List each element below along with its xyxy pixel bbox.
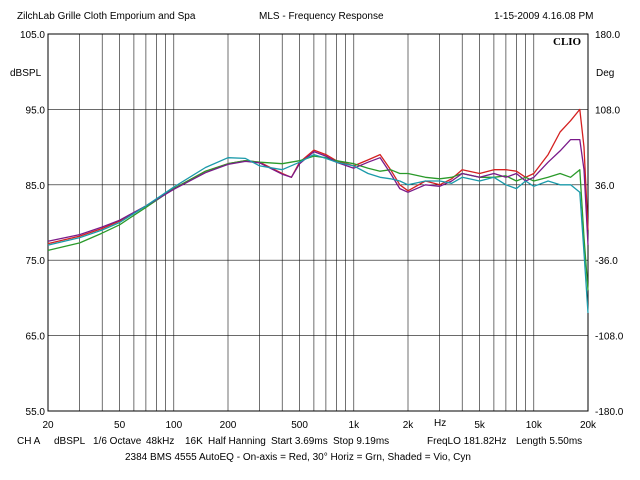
y2-tick-label: 36.0	[595, 181, 615, 192]
tick-labels: 20 50 100 200 500 1k 2k 5k 10k 20k 105.0 95.0 85.0 75…	[20, 30, 624, 431]
series-line-2	[47, 155, 589, 291]
footer-smoothing: 1/6 Octave	[93, 436, 142, 447]
footer-fft-size: 16K	[185, 436, 203, 447]
footer-channel: CH A	[17, 436, 41, 447]
series-line-4	[47, 153, 589, 314]
footer-stop: Stop 9.19ms	[333, 436, 390, 447]
x-tick-label: 500	[291, 420, 308, 431]
x-tick-label: 50	[114, 420, 126, 431]
y-axis-label-right: Deg	[596, 68, 615, 79]
x-tick-label: 20	[42, 420, 54, 431]
y2-tick-label: 180.0	[595, 30, 620, 41]
footer-length: Length 5.50ms	[516, 436, 583, 447]
x-tick-label: 100	[165, 420, 182, 431]
footer-start: Start 3.69ms	[271, 436, 328, 447]
footer-freqlo: FreqLO 181.82Hz	[427, 436, 507, 447]
footer-sample-rate: 48kHz	[146, 436, 175, 447]
x-tick-label: 200	[220, 420, 237, 431]
y-tick-label: 75.0	[26, 256, 46, 267]
y-tick-label: 65.0	[26, 332, 46, 343]
y2-tick-label: -108.0	[595, 332, 624, 343]
x-tick-label: 10k	[526, 420, 543, 431]
y-tick-label: 105.0	[20, 30, 45, 41]
x-tick-label: 20k	[580, 420, 597, 431]
x-tick-label: 5k	[474, 420, 486, 431]
header-timestamp: 1-15-2009 4.16.08 PM	[494, 11, 594, 22]
y2-tick-label: -180.0	[595, 407, 624, 418]
y2-tick-label: -36.0	[595, 256, 618, 267]
clio-logo: CLIO	[553, 36, 582, 48]
footer-window: Half Hanning	[208, 436, 266, 447]
header-center-title: MLS - Frequency Response	[259, 11, 384, 22]
y-tick-label: 55.0	[26, 407, 46, 418]
x-tick-label: 2k	[403, 420, 415, 431]
y2-tick-label: 108.0	[595, 105, 620, 116]
header-left-title: ZilchLab Grille Cloth Emporium and Spa	[17, 11, 196, 22]
y-tick-label: 95.0	[26, 105, 46, 116]
x-axis-unit-label: Hz	[434, 418, 447, 429]
series-lines	[47, 108, 589, 314]
y-tick-label: 85.0	[26, 181, 46, 192]
footer-caption: 2384 BMS 4555 AutoEQ - On-axis = Red, 30…	[125, 452, 471, 463]
footer-units: dBSPL	[54, 436, 86, 447]
x-tick-label: 1k	[349, 420, 361, 431]
plot-frame	[47, 33, 589, 412]
y-axis-label-left: dBSPL	[10, 68, 42, 79]
series-line-3	[47, 138, 589, 246]
grid-lines	[48, 34, 588, 411]
